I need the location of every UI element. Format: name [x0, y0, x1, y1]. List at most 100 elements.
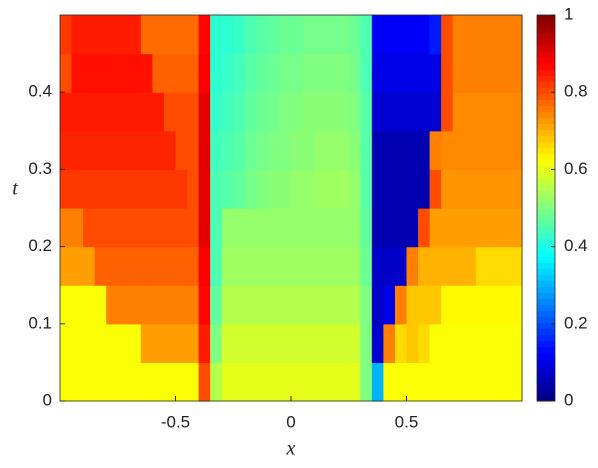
- colorbar-segment: [537, 388, 555, 396]
- colorbar-segment: [537, 141, 555, 149]
- cell: [302, 53, 315, 93]
- cell: [383, 92, 396, 132]
- cell: [83, 53, 96, 93]
- cell: [198, 169, 211, 209]
- cell: [487, 53, 500, 93]
- cell: [244, 15, 257, 55]
- cell: [256, 15, 269, 55]
- cell: [140, 362, 153, 402]
- cell: [267, 169, 281, 209]
- colorbar-segment: [537, 147, 555, 155]
- cell: [383, 362, 396, 402]
- cell: [175, 15, 188, 55]
- cell: [371, 285, 384, 325]
- cell: [325, 53, 338, 93]
- cell: [244, 130, 257, 170]
- cell: [337, 208, 350, 248]
- cell: [71, 208, 84, 248]
- cell: [302, 15, 315, 55]
- cell: [83, 285, 96, 325]
- cell: [291, 53, 304, 93]
- cell: [129, 208, 142, 248]
- cell: [163, 323, 177, 363]
- cell: [394, 15, 408, 55]
- cell: [487, 15, 500, 55]
- cell: [117, 15, 130, 55]
- cell: [441, 130, 454, 170]
- cell: [163, 285, 177, 325]
- colorbar-segment: [537, 310, 555, 318]
- cell: [360, 208, 373, 248]
- cell: [175, 92, 188, 132]
- cell: [314, 246, 327, 286]
- cell: [94, 130, 107, 170]
- cell: [325, 362, 338, 402]
- cell: [94, 323, 107, 363]
- cell: [83, 92, 96, 132]
- cell: [244, 169, 257, 209]
- cell: [452, 15, 465, 55]
- cell: [510, 92, 523, 132]
- cell: [302, 362, 315, 402]
- cell: [71, 130, 84, 170]
- cell: [221, 362, 234, 402]
- colorbar-segment: [537, 117, 555, 125]
- cell: [441, 208, 454, 248]
- cell: [279, 208, 292, 248]
- cell: [106, 53, 119, 93]
- cell: [256, 53, 269, 93]
- cell: [83, 323, 96, 363]
- cell: [314, 323, 327, 363]
- colorbar-segment: [537, 208, 555, 215]
- cell: [360, 246, 373, 286]
- colorbar-tick-label: 0.8: [564, 82, 588, 101]
- cell: [279, 246, 292, 286]
- cell: [233, 15, 246, 55]
- colorbar-segment: [537, 232, 555, 239]
- cell: [83, 246, 96, 286]
- cell: [487, 285, 500, 325]
- cell: [325, 285, 338, 325]
- cell: [510, 323, 523, 363]
- cell: [314, 208, 327, 248]
- cell: [348, 246, 361, 286]
- cell: [267, 92, 281, 132]
- cell: [140, 130, 153, 170]
- cell: [475, 15, 488, 55]
- cell: [325, 92, 338, 132]
- cell: [221, 323, 234, 363]
- cell: [441, 246, 454, 286]
- cell: [348, 323, 361, 363]
- cell: [94, 246, 107, 286]
- cell: [163, 362, 177, 402]
- cell: [267, 15, 281, 55]
- y-tick-label: 0.4: [28, 82, 52, 101]
- cell: [418, 285, 431, 325]
- cell: [418, 169, 431, 209]
- cell: [94, 285, 107, 325]
- cell: [60, 130, 73, 170]
- cell: [325, 246, 338, 286]
- cell: [267, 53, 281, 93]
- cell: [348, 285, 361, 325]
- cell: [106, 323, 119, 363]
- colorbar-segment: [537, 382, 555, 390]
- cell: [418, 130, 431, 170]
- colorbar-frame: [536, 14, 556, 402]
- cell: [140, 208, 153, 248]
- cell: [175, 169, 188, 209]
- cell: [129, 169, 142, 209]
- cell: [314, 362, 327, 402]
- cell: [279, 323, 292, 363]
- cell: [487, 130, 500, 170]
- cell: [187, 323, 200, 363]
- cell: [279, 130, 292, 170]
- cell: [152, 362, 165, 402]
- cell: [360, 169, 373, 209]
- cell: [187, 15, 200, 55]
- cell: [60, 92, 73, 132]
- cell: [233, 208, 246, 248]
- cell: [210, 362, 223, 402]
- cell: [429, 53, 442, 93]
